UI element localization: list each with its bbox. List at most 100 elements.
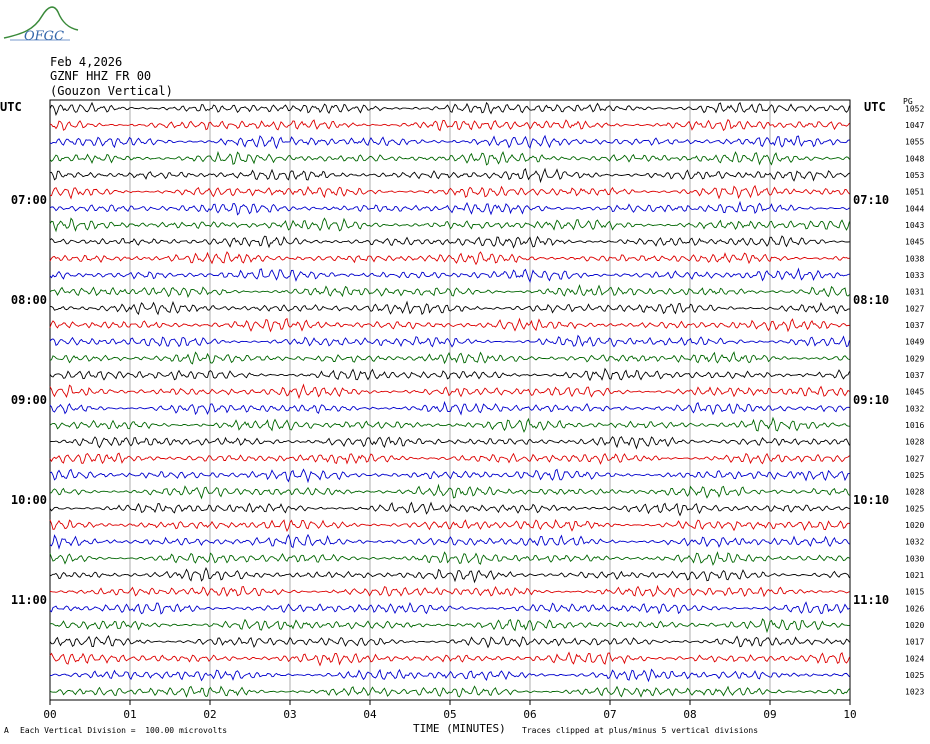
right-corner-label: PG xyxy=(903,97,913,106)
trace-count-label: 1028 xyxy=(905,438,924,447)
trace-count-label: 1020 xyxy=(905,621,924,630)
trace-line xyxy=(49,251,850,266)
x-tick-label: 08 xyxy=(683,708,696,721)
trace-count-label: 1043 xyxy=(905,221,924,230)
trace-count-label: 1038 xyxy=(905,254,924,263)
trace-line xyxy=(49,567,850,584)
trace-count-label: 1051 xyxy=(905,188,924,197)
right-time-label: 10:10 xyxy=(853,493,889,507)
trace-count-label: 1026 xyxy=(905,604,924,613)
trace-line xyxy=(49,400,850,416)
trace-count-label: 1044 xyxy=(905,204,924,213)
trace-line xyxy=(49,668,850,683)
x-axis-title: TIME (MINUTES) xyxy=(413,722,506,735)
trace-line xyxy=(49,519,850,532)
trace-line xyxy=(49,584,850,598)
trace-line xyxy=(49,217,850,233)
trace-line xyxy=(49,436,850,450)
trace-count-label: 1027 xyxy=(905,304,924,313)
trace-count-label: 1032 xyxy=(905,404,924,413)
left-time-label: 09:00 xyxy=(11,393,47,407)
trace-line xyxy=(49,317,850,333)
trace-count-label: 1024 xyxy=(905,654,924,663)
trace-line xyxy=(49,452,850,465)
trace-line xyxy=(49,685,850,698)
utc-label-right: UTC xyxy=(864,100,886,114)
station-code: GZNF HHZ FR 00 xyxy=(50,69,152,83)
trace-count-label: 1055 xyxy=(905,138,924,147)
trace-line xyxy=(49,367,850,382)
trace-count-label: 1053 xyxy=(905,171,924,180)
left-time-label: 07:00 xyxy=(11,193,47,207)
trace-line xyxy=(49,383,850,400)
trace-line xyxy=(49,283,850,299)
trace-count-label: 1027 xyxy=(905,454,924,463)
trace-line xyxy=(49,635,850,649)
left-time-label: 10:00 xyxy=(11,493,47,507)
ofgc-logo: OFGC xyxy=(3,6,79,44)
trace-line xyxy=(49,118,850,132)
trace-line xyxy=(49,150,850,166)
x-tick-label: 01 xyxy=(123,708,136,721)
x-tick-label: 09 xyxy=(763,708,776,721)
trace-count-label: 1025 xyxy=(905,671,924,680)
x-tick-label: 02 xyxy=(203,708,216,721)
trace-line xyxy=(49,351,850,365)
footer-mark: A xyxy=(4,726,9,735)
trace-line xyxy=(49,468,850,484)
x-tick-label: 06 xyxy=(523,708,536,721)
right-time-label: 11:10 xyxy=(853,593,889,607)
right-time-label: 07:10 xyxy=(853,193,889,207)
trace-line xyxy=(49,533,850,550)
logo-text: OFGC xyxy=(24,29,64,44)
trace-line xyxy=(49,101,850,116)
x-tick-label: 07 xyxy=(603,708,616,721)
x-tick-label: 00 xyxy=(43,708,56,721)
trace-count-label: 1021 xyxy=(905,571,924,580)
trace-count-label: 1037 xyxy=(905,321,924,330)
trace-line xyxy=(49,551,850,566)
trace-line xyxy=(49,134,850,150)
trace-count-label: 1037 xyxy=(905,371,924,380)
trace-count-label: 1025 xyxy=(905,504,924,513)
left-time-label: 11:00 xyxy=(11,593,47,607)
trace-count-label: 1032 xyxy=(905,538,924,547)
trace-line xyxy=(49,167,850,184)
right-time-label: 09:10 xyxy=(853,393,889,407)
right-time-label: 08:10 xyxy=(853,293,889,307)
trace-count-label: 1028 xyxy=(905,488,924,497)
trace-count-label: 1017 xyxy=(905,638,924,647)
trace-line xyxy=(49,618,850,634)
trace-count-label: 1052 xyxy=(905,104,924,113)
trace-count-label: 1047 xyxy=(905,121,924,130)
plot-date: Feb 4,2026 xyxy=(50,55,123,69)
trace-count-label: 1045 xyxy=(905,238,924,247)
trace-count-label: 1029 xyxy=(905,354,924,363)
trace-count-label: 1045 xyxy=(905,388,924,397)
trace-count-label: 1031 xyxy=(905,288,924,297)
trace-line xyxy=(49,651,850,667)
trace-count-label: 1023 xyxy=(905,688,924,697)
trace-count-label: 1015 xyxy=(905,588,924,597)
station-location: (Gouzon Vertical) xyxy=(50,84,173,98)
x-tick-label: 10 xyxy=(843,708,856,721)
trace-line xyxy=(49,235,850,249)
trace-count-label: 1049 xyxy=(905,338,924,347)
x-tick-label: 05 xyxy=(443,708,456,721)
trace-count-label: 1020 xyxy=(905,521,924,530)
trace-line xyxy=(49,267,850,284)
trace-line xyxy=(49,184,850,200)
utc-label-left: UTC xyxy=(0,100,22,114)
trace-count-label: 1016 xyxy=(905,421,924,430)
clip-note: Traces clipped at plus/minus 5 vertical … xyxy=(522,726,759,735)
trace-count-label: 1033 xyxy=(905,271,924,280)
x-tick-label: 03 xyxy=(283,708,296,721)
x-tick-label: 04 xyxy=(363,708,377,721)
trace-count-label: 1025 xyxy=(905,471,924,480)
left-time-label: 08:00 xyxy=(11,293,47,307)
trace-line xyxy=(49,200,850,216)
trace-line xyxy=(49,483,850,500)
trace-line xyxy=(49,601,850,615)
trace-line xyxy=(49,501,850,517)
